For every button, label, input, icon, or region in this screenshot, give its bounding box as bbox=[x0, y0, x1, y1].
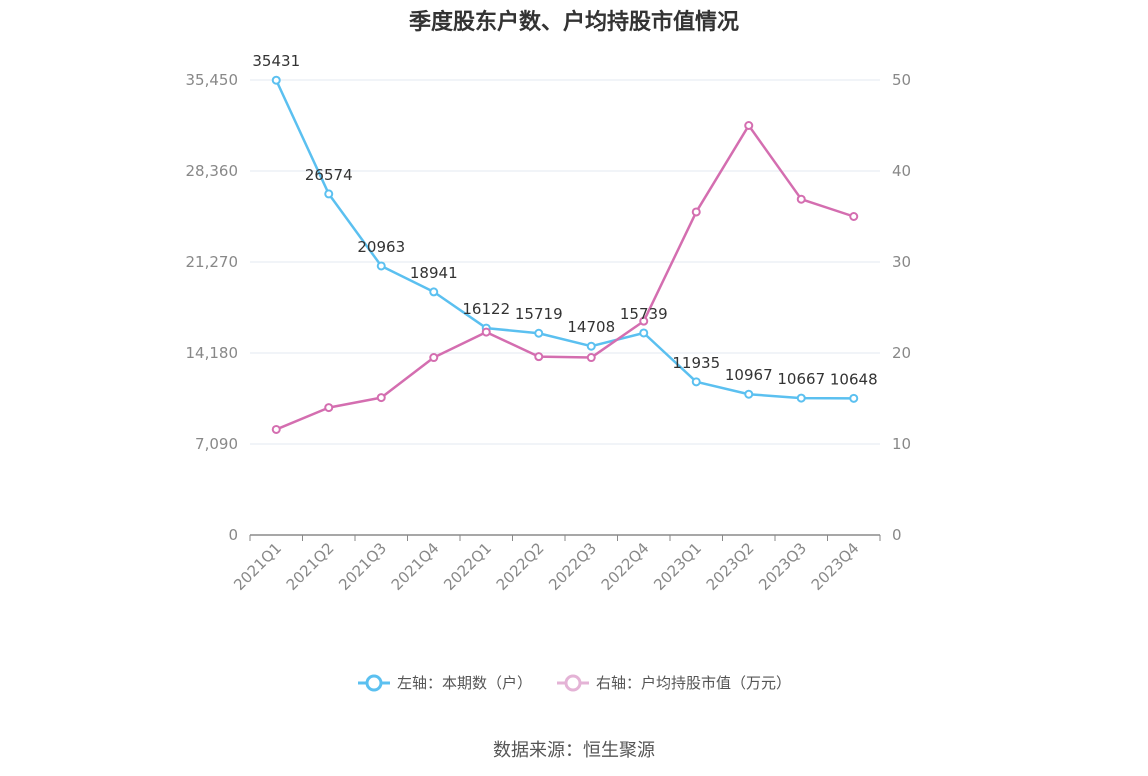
data-point bbox=[481, 327, 491, 337]
data-point bbox=[796, 194, 806, 204]
x-tick-label: 2023Q2 bbox=[703, 539, 758, 594]
left-axis-ticks: 0 7,090 14,180 21,270 28,360 35,450 bbox=[186, 71, 239, 544]
data-point bbox=[849, 212, 859, 221]
legend-label-left: 左轴：本期数（户） bbox=[396, 674, 532, 692]
data-point bbox=[639, 328, 649, 338]
data-label: 10648 bbox=[830, 370, 878, 388]
data-point bbox=[271, 75, 281, 85]
data-point bbox=[324, 403, 334, 413]
chart-title: 季度股东户数、户均持股市值情况 bbox=[408, 10, 739, 35]
data-point bbox=[639, 316, 649, 326]
right-tick-label: 50 bbox=[892, 71, 911, 89]
legend-line-circle-icon bbox=[357, 674, 390, 691]
series-line-1 bbox=[275, 124, 855, 431]
x-tick-label: 2023Q4 bbox=[808, 539, 863, 594]
data-label: 10667 bbox=[777, 370, 825, 388]
data-point bbox=[849, 393, 859, 403]
data-point bbox=[429, 353, 439, 363]
data-point bbox=[691, 207, 701, 217]
data-label: 15719 bbox=[515, 305, 563, 323]
x-tick-label: 2022Q2 bbox=[493, 539, 548, 594]
data-source: 数据来源：恒生聚源 bbox=[493, 740, 655, 761]
data-point bbox=[534, 352, 544, 362]
x-tick-label: 2022Q4 bbox=[598, 539, 653, 594]
data-point bbox=[271, 424, 281, 434]
legend-item-right[interactable]: 右轴：户均持股市值（万元） bbox=[556, 672, 791, 693]
right-tick-label: 20 bbox=[892, 344, 911, 362]
data-label: 20963 bbox=[357, 238, 405, 256]
left-tick-label: 35,450 bbox=[186, 71, 239, 89]
right-tick-label: 40 bbox=[892, 162, 911, 180]
line-chart: 0 7,090 14,180 21,270 28,360 35,450 0 10 20 30 40… bbox=[186, 52, 912, 594]
data-label: 10967 bbox=[725, 366, 773, 384]
right-tick-label: 0 bbox=[892, 526, 902, 544]
left-tick-label: 0 bbox=[228, 526, 238, 544]
x-axis: 2021Q12021Q22021Q32021Q42022Q12022Q22022… bbox=[230, 534, 881, 594]
right-tick-label: 10 bbox=[892, 435, 911, 453]
x-tick-label: 2021Q4 bbox=[388, 539, 443, 594]
data-point bbox=[744, 389, 754, 399]
left-tick-label: 7,090 bbox=[195, 435, 238, 453]
data-point bbox=[586, 353, 596, 363]
data-label: 35431 bbox=[252, 52, 300, 70]
x-tick-label: 2023Q3 bbox=[755, 539, 810, 594]
data-label: 18941 bbox=[410, 264, 458, 282]
series-group bbox=[271, 75, 859, 434]
x-tick-label: 2022Q1 bbox=[440, 539, 495, 594]
data-point bbox=[429, 287, 439, 297]
x-tick-label: 2023Q1 bbox=[650, 539, 705, 594]
data-point bbox=[796, 393, 806, 403]
x-tick-label: 2022Q3 bbox=[545, 539, 600, 594]
right-axis-ticks: 0 10 20 30 40 50 bbox=[892, 71, 911, 544]
data-point bbox=[744, 121, 754, 130]
data-point bbox=[376, 261, 386, 271]
left-tick-label: 14,180 bbox=[186, 344, 239, 362]
left-tick-label: 28,360 bbox=[186, 162, 239, 180]
data-label: 15739 bbox=[620, 305, 668, 323]
data-point bbox=[534, 328, 544, 338]
right-tick-label: 30 bbox=[892, 253, 911, 271]
legend-line-circle-icon bbox=[557, 674, 589, 691]
x-tick-label: 2021Q1 bbox=[230, 539, 285, 594]
series-line-0 bbox=[275, 79, 854, 400]
data-label: 11935 bbox=[672, 354, 720, 372]
data-label: 16122 bbox=[462, 300, 510, 318]
x-tick-label: 2021Q3 bbox=[335, 539, 390, 594]
legend-item-left[interactable]: 左轴：本期数（户） bbox=[357, 672, 532, 693]
legend-label-right: 右轴：户均持股市值（万元） bbox=[596, 674, 792, 692]
data-point bbox=[586, 341, 596, 351]
legend: 左轴：本期数（户） 右轴：户均持股市值（万元） bbox=[0, 672, 1148, 693]
data-label: 26574 bbox=[305, 166, 353, 184]
data-point bbox=[691, 377, 701, 387]
left-tick-label: 21,270 bbox=[186, 253, 239, 271]
grid-lines bbox=[250, 79, 880, 445]
x-tick-label: 2021Q2 bbox=[283, 539, 338, 594]
data-label: 14708 bbox=[567, 318, 615, 336]
data-point bbox=[324, 189, 334, 199]
data-point bbox=[376, 393, 386, 403]
